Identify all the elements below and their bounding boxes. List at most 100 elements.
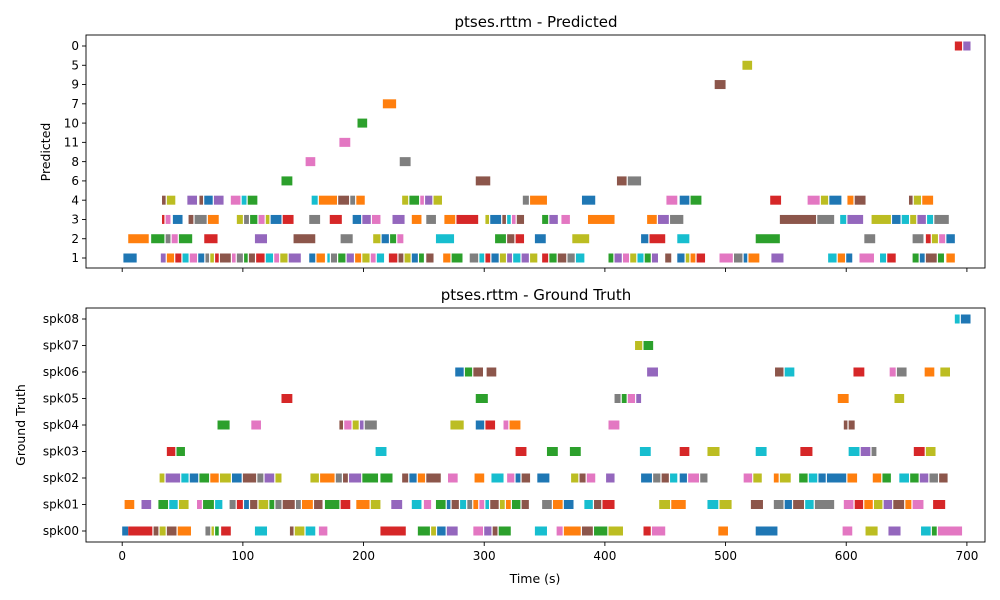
y-tick-label: 4 (71, 193, 79, 207)
segment-bar (177, 526, 191, 536)
segment-bar (937, 526, 963, 536)
segment-bar (933, 500, 946, 509)
segment-bar (515, 447, 527, 456)
segment-bar (960, 314, 971, 324)
segment-bar (213, 195, 224, 205)
segment-bar (232, 253, 236, 263)
segment-bar (189, 473, 199, 483)
segment-bar (380, 526, 406, 536)
segment-bar (203, 500, 214, 509)
segment-bar (546, 447, 558, 456)
segment-bar (679, 195, 690, 205)
segment-bar (141, 500, 152, 509)
segment-bar (474, 473, 485, 483)
segment-bar (630, 253, 637, 263)
segment-bar (534, 526, 547, 536)
segment-bar (784, 367, 795, 377)
segment-bar (503, 420, 509, 430)
segment-bar (485, 214, 490, 224)
segment-bar (236, 214, 243, 224)
segment-bar (256, 253, 265, 263)
segment-bar (848, 420, 855, 430)
segment-bar (269, 500, 275, 509)
segment-bar (364, 420, 377, 430)
segment-bar (542, 253, 549, 263)
segment-bar (912, 500, 924, 509)
predicted-y-ticks: 1 2 3 4 6 8 11 10 7 9 5 0 (64, 39, 86, 265)
segment-bar (362, 214, 371, 224)
segment-bar (309, 214, 321, 224)
segment-bar (771, 253, 784, 263)
segment-bar (162, 214, 165, 224)
segment-bar (242, 473, 257, 483)
segment-bar (380, 473, 393, 483)
segment-bar (397, 234, 404, 244)
y-tick-label: 10 (64, 116, 79, 130)
segment-bar (567, 253, 575, 263)
segment-bar (515, 473, 521, 483)
y-tick-label: 2 (71, 232, 79, 246)
segment-bar (665, 253, 672, 263)
segment-bar (254, 526, 268, 536)
segment-bar (670, 473, 678, 483)
y-tick-label: 11 (64, 136, 79, 150)
segment-bar (305, 526, 316, 536)
segment-bar (910, 473, 919, 483)
segment-bar (460, 500, 467, 509)
segment-bar (820, 195, 829, 205)
segment-bar (679, 473, 687, 483)
segment-bar (211, 526, 214, 536)
segment-bar (159, 473, 165, 483)
segment-bar (563, 526, 581, 536)
y-tick-label: 6 (71, 174, 79, 188)
segment-bar (250, 500, 258, 509)
segment-bar (318, 195, 337, 205)
segment-bar (896, 367, 907, 377)
segment-bar (608, 253, 614, 263)
segment-bar (281, 176, 293, 186)
segment-bar (258, 500, 269, 509)
segment-bar (939, 473, 948, 483)
segment-bar (553, 500, 563, 509)
segment-bar (954, 314, 960, 324)
segment-bar (700, 473, 708, 483)
segment-bar (475, 176, 491, 186)
segment-bar (324, 500, 340, 509)
segment-bar (499, 253, 506, 263)
segment-bar (423, 500, 432, 509)
segment-bar (371, 214, 381, 224)
segment-bar (651, 526, 666, 536)
segment-bar (311, 195, 318, 205)
segment-bar (847, 473, 858, 483)
segment-bar (484, 526, 492, 536)
segment-bar (677, 253, 685, 263)
segment-bar (921, 526, 931, 536)
segment-bar (247, 195, 258, 205)
segment-bar (244, 214, 249, 224)
segment-bar (241, 195, 247, 205)
segment-bar (800, 447, 813, 456)
segment-bar (356, 195, 365, 205)
segment-bar (587, 214, 615, 224)
segment-bar (542, 500, 552, 509)
segment-bar (505, 500, 511, 509)
segment-bar (248, 253, 255, 263)
segment-bar (946, 234, 955, 244)
segment-bar (707, 500, 719, 509)
segment-bar (357, 118, 368, 128)
segment-bar (275, 500, 282, 509)
segment-bar (753, 473, 762, 483)
segment-bar (392, 214, 405, 224)
predicted-y-axis-label: Predicted (38, 123, 53, 182)
segment-bar (893, 500, 905, 509)
segment-bar (905, 500, 912, 509)
x-axis-label: Time (s) (509, 571, 561, 586)
segment-bar (219, 473, 231, 483)
segment-bar (581, 195, 596, 205)
segment-bar (244, 500, 249, 509)
segment-bar (485, 420, 496, 430)
segment-bar (509, 420, 521, 430)
x-tick-label: 700 (955, 549, 978, 563)
segment-bar (443, 253, 451, 263)
